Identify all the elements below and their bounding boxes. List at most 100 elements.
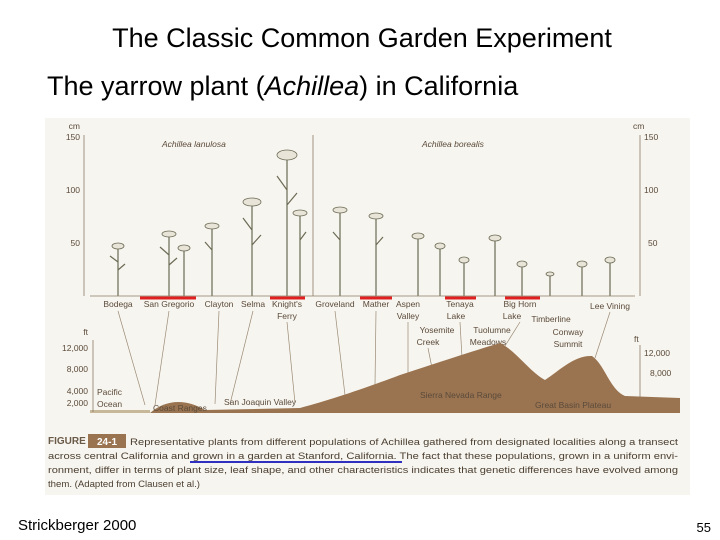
plant-head [411, 232, 425, 240]
axis-label: 2,000 [67, 398, 89, 408]
locality-line: Lake [447, 311, 466, 321]
locality-line: Knight's [272, 299, 302, 309]
locality: Tuolumne Meadows [470, 325, 511, 347]
axis-unit: ft [83, 327, 88, 337]
caption-line: Representative plants from different pop… [130, 437, 678, 448]
pointer [427, 347, 433, 369]
plant-head [292, 209, 308, 217]
locality: Mather [363, 299, 390, 309]
plant-head [458, 256, 470, 264]
locality: Timberline [531, 314, 571, 324]
pointer [334, 310, 346, 396]
locality-line: Clayton [205, 299, 234, 309]
cm-axis-right: cm 150 100 50 [633, 121, 658, 296]
caption-line: ronment, differ in terms of plant size, … [48, 465, 678, 476]
axis-label: 50 [71, 238, 81, 248]
plants [90, 149, 635, 297]
locality-line: Meadows [470, 337, 506, 347]
plant-head [434, 242, 446, 250]
plant-head [516, 260, 528, 268]
caption-line: them. (Adapted from Clausen et al.) [48, 479, 200, 490]
page-number: 55 [697, 520, 711, 535]
plant [276, 158, 298, 296]
pointer [117, 310, 146, 406]
locality: Aspen Valley [396, 299, 420, 321]
locality-line: Bodega [103, 299, 133, 309]
pointer [214, 310, 220, 405]
locality-line: Timberline [531, 314, 571, 324]
pointer-lines [117, 310, 611, 406]
axis-label: 150 [644, 132, 658, 142]
caption-number: 24-1 [97, 437, 117, 448]
pointer [154, 310, 170, 406]
locality-line: San Gregorio [144, 299, 195, 309]
locality: Groveland [315, 299, 354, 309]
axis-label: 12,000 [644, 348, 670, 358]
axis-unit: cm [69, 121, 80, 131]
plant [299, 215, 307, 296]
locality: Knight's Ferry [272, 299, 302, 321]
region-labels: Pacific Ocean Coast Ranges San Joaquin Va… [97, 387, 611, 413]
plant [242, 205, 262, 296]
locality-line: Conway [553, 327, 584, 337]
locality: Conway Summit [553, 327, 584, 349]
region-line: San Joaquin Valley [224, 397, 297, 407]
plant [204, 228, 213, 296]
pointer [374, 310, 377, 386]
axis-label: 50 [648, 238, 658, 248]
caption-line: across central California and grown in a… [48, 451, 678, 462]
pointer [229, 310, 254, 405]
region: Sierra Nevada Range [420, 390, 502, 400]
locality-line: Tuolumne [473, 325, 511, 335]
locality-line: Groveland [315, 299, 354, 309]
locality-line: Selma [241, 299, 265, 309]
locality-line: Valley [397, 311, 420, 321]
locality: Tenaya Lake [446, 299, 474, 321]
ft-axis-right: ft 12,000 8,000 [634, 334, 672, 398]
locality: Yosemite Creek [417, 325, 455, 347]
plant-head [276, 149, 298, 161]
plant [109, 248, 126, 296]
plant [375, 218, 384, 296]
locality: Bodega [103, 299, 133, 309]
locality-line: Lake [503, 311, 522, 321]
ft-axis-left: ft 12,000 8,000 4,000 2,000 [62, 327, 94, 412]
species-label: Achillea lanulosa [161, 139, 226, 149]
locality: Clayton [205, 299, 234, 309]
region-line: Coast Ranges [153, 403, 207, 413]
axis-unit: ft [634, 334, 639, 344]
locality-line: Ferry [277, 311, 298, 321]
pointer [459, 321, 463, 359]
axis-label: 100 [66, 185, 80, 195]
terrain-profile [150, 343, 680, 413]
locality-line: Summit [554, 339, 583, 349]
axis-label: 8,000 [650, 368, 672, 378]
locality-line: Big Horn [503, 299, 536, 309]
species-label: Achillea borealis [421, 139, 485, 149]
locality: San Gregorio [144, 299, 195, 309]
plant-head [332, 206, 348, 214]
plant-head [161, 230, 177, 238]
axis-unit: cm [633, 121, 644, 131]
plant-head [177, 244, 191, 252]
plant-head [545, 271, 555, 277]
locality: Lee Vining [590, 301, 630, 311]
region-line: Ocean [97, 399, 122, 409]
pointer [594, 311, 611, 359]
plant-head [604, 256, 616, 264]
locality-labels: Bodega San Gregorio Clayton Selma Knight… [103, 299, 630, 349]
region: Coast Ranges [153, 403, 207, 413]
locality: Selma [241, 299, 265, 309]
caption-part: The fact that these populations, grown i… [397, 451, 678, 462]
plant-head [576, 260, 588, 268]
plant-head [368, 212, 384, 220]
plant-head [488, 234, 502, 242]
figure-background [45, 118, 690, 495]
plant [332, 212, 341, 296]
figure: Achillea lanulosa Achillea borealis cm 1… [45, 118, 690, 495]
subtitle-part: Achillea [263, 71, 360, 101]
locality-line: Creek [417, 337, 440, 347]
axis-label: 8,000 [67, 364, 89, 374]
locality-line: Aspen [396, 299, 420, 309]
